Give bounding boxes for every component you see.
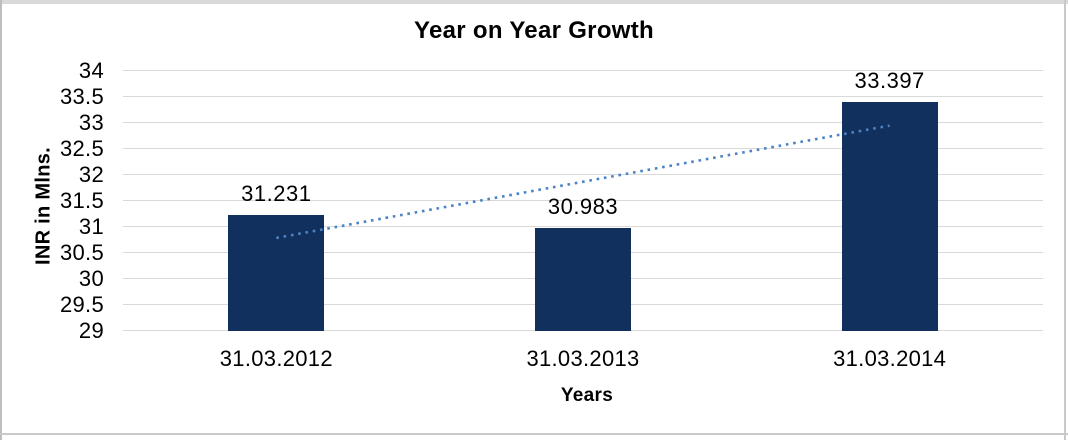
frame-border-right [1064,0,1066,440]
y-tick-label: 32.5 [59,136,104,161]
y-tick-label: 31 [78,214,104,239]
y-tick-label: 31.5 [59,188,104,213]
bar-data-label: 31.231 [241,180,312,206]
gridline [123,70,1043,71]
y-tick-label: 33.5 [59,84,104,109]
gridline [123,122,1043,123]
frame-border-top [0,0,1068,4]
bar-data-label: 30.983 [547,193,619,219]
bar [535,227,631,331]
y-tick-label: 29 [78,318,104,343]
chart-title: Year on Year Growth [413,17,655,44]
gridline [123,96,1043,97]
x-axis-title: Years [560,385,614,406]
bar-data-label: 33.397 [854,68,925,94]
bar [228,214,325,331]
y-tick-label: 33 [78,110,104,135]
x-tick-label: 31.03.2014 [833,346,947,371]
y-tick-label: 32 [78,162,104,187]
y-tick-label: 34 [78,58,104,83]
y-tick-label: 30 [78,266,104,291]
y-tick-label: 30.5 [59,240,104,265]
bar [841,102,938,331]
frame-border-bottom [0,433,1068,435]
y-tick-label: 29.5 [59,292,104,317]
frame-border-left [0,0,2,440]
x-tick-label: 31.03.2013 [526,346,640,371]
x-tick-label: 31.03.2012 [219,346,333,371]
